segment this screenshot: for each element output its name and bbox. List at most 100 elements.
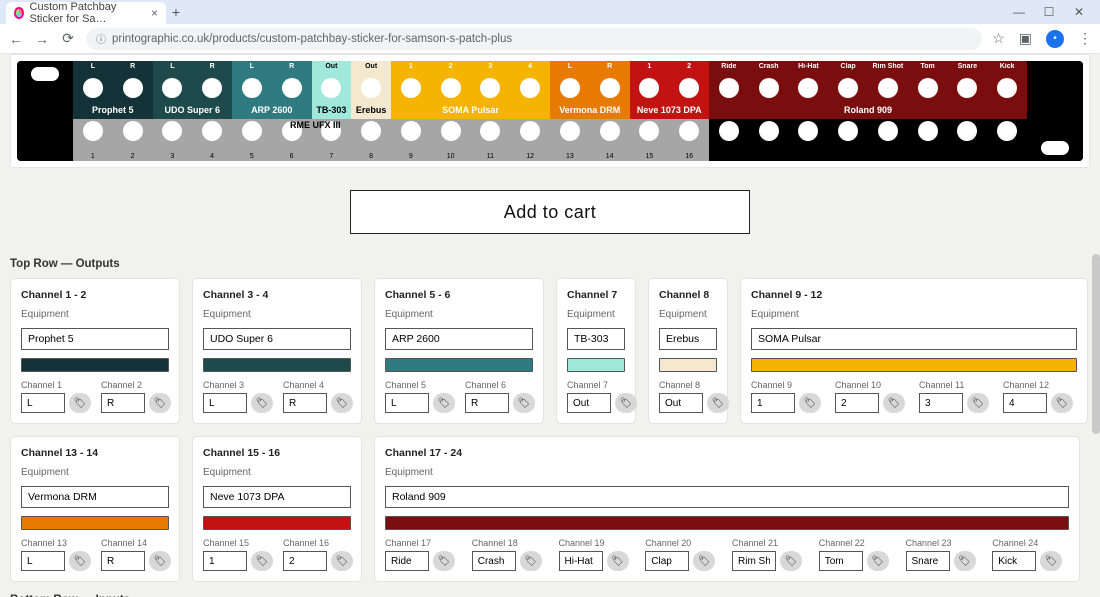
channel-input[interactable] bbox=[906, 551, 950, 571]
equipment-input[interactable] bbox=[203, 486, 351, 508]
channel-input[interactable] bbox=[21, 393, 65, 413]
tag-button[interactable]: 🏷 bbox=[799, 393, 821, 413]
channel-input[interactable] bbox=[385, 393, 429, 413]
maximize-icon[interactable]: ☐ bbox=[1042, 5, 1056, 19]
jack-hole bbox=[749, 78, 789, 98]
add-to-cart-button[interactable]: Add to cart bbox=[350, 190, 750, 234]
tag-button[interactable]: 🏷 bbox=[251, 393, 273, 413]
minimize-icon[interactable]: — bbox=[1012, 5, 1026, 19]
color-swatch[interactable] bbox=[659, 358, 717, 372]
tag-button[interactable]: 🏷 bbox=[693, 551, 715, 571]
channel-input[interactable] bbox=[472, 551, 516, 571]
tag-button[interactable]: 🏷 bbox=[69, 551, 91, 571]
equipment-input[interactable] bbox=[21, 486, 169, 508]
jack-hole bbox=[669, 121, 709, 141]
tag-button[interactable]: 🏷 bbox=[331, 393, 353, 413]
channel-input[interactable] bbox=[992, 551, 1036, 571]
rack-ear-right bbox=[1027, 61, 1083, 161]
browser-tab[interactable]: Custom Patchbay Sticker for Sa… × bbox=[6, 2, 166, 24]
tag-button[interactable]: 🏷 bbox=[433, 551, 455, 571]
channel-input[interactable] bbox=[385, 551, 429, 571]
channel-input[interactable] bbox=[465, 393, 509, 413]
channel-input[interactable] bbox=[835, 393, 879, 413]
channel-input[interactable] bbox=[659, 393, 703, 413]
color-swatch[interactable] bbox=[751, 358, 1077, 372]
channel-input[interactable] bbox=[203, 393, 247, 413]
equipment-input[interactable] bbox=[751, 328, 1077, 350]
card-title: Channel 3 - 4 bbox=[203, 289, 351, 301]
tag-button[interactable]: 🏷 bbox=[149, 393, 171, 413]
channel-input[interactable] bbox=[203, 551, 247, 571]
tag-button[interactable]: 🏷 bbox=[867, 551, 889, 571]
channel-input[interactable] bbox=[645, 551, 689, 571]
tab-close-icon[interactable]: × bbox=[151, 6, 158, 20]
extensions-icon[interactable]: ▣ bbox=[1019, 30, 1032, 47]
channel-input[interactable] bbox=[101, 393, 145, 413]
channel-card: Channel 9 - 12EquipmentChannel 9🏷Channel… bbox=[740, 278, 1088, 424]
tag-button[interactable]: 🏷 bbox=[251, 551, 273, 571]
tag-button[interactable]: 🏷 bbox=[1051, 393, 1073, 413]
color-swatch[interactable] bbox=[385, 516, 1069, 530]
tag-button[interactable]: 🏷 bbox=[607, 551, 629, 571]
color-swatch[interactable] bbox=[203, 516, 351, 530]
channel-number bbox=[987, 153, 1027, 160]
channel-column: Channel 12🏷 bbox=[1003, 380, 1077, 413]
tag-button[interactable]: 🏷 bbox=[433, 393, 455, 413]
profile-avatar[interactable]: • bbox=[1046, 30, 1064, 48]
equipment-input[interactable] bbox=[21, 328, 169, 350]
jack-hole bbox=[192, 121, 232, 141]
channel-input[interactable] bbox=[101, 551, 145, 571]
channel-input[interactable] bbox=[732, 551, 776, 571]
jack-label: 2 bbox=[669, 63, 709, 70]
forward-icon[interactable]: → bbox=[34, 31, 50, 47]
channel-input[interactable] bbox=[559, 551, 603, 571]
channel-input[interactable] bbox=[1003, 393, 1047, 413]
new-tab-button[interactable]: + bbox=[166, 4, 186, 20]
tag-button[interactable]: 🏷 bbox=[883, 393, 905, 413]
tag-button[interactable]: 🏷 bbox=[149, 551, 171, 571]
back-icon[interactable]: ← bbox=[8, 31, 24, 47]
tag-button[interactable]: 🏷 bbox=[967, 393, 989, 413]
close-window-icon[interactable]: ✕ bbox=[1072, 5, 1086, 19]
channel-input[interactable] bbox=[283, 551, 327, 571]
site-info-icon[interactable]: ⓘ bbox=[96, 31, 106, 46]
equipment-input[interactable] bbox=[385, 328, 533, 350]
tag-button[interactable]: 🏷 bbox=[331, 551, 353, 571]
equipment-input[interactable] bbox=[385, 486, 1069, 508]
tag-button[interactable]: 🏷 bbox=[707, 393, 729, 413]
bookmark-icon[interactable]: ☆ bbox=[992, 30, 1005, 47]
address-bar[interactable]: ⓘ printographic.co.uk/products/custom-pa… bbox=[86, 28, 982, 50]
channel-number: 7 bbox=[312, 153, 352, 160]
group-title: UDO Super 6 bbox=[153, 105, 233, 117]
equipment-label: Equipment bbox=[203, 467, 351, 478]
jack-hole bbox=[630, 78, 670, 98]
equipment-input[interactable] bbox=[203, 328, 351, 350]
channel-label: Channel 15 bbox=[203, 538, 273, 548]
jack-label: Crash bbox=[749, 63, 789, 70]
tag-button[interactable]: 🏷 bbox=[1040, 551, 1062, 571]
channel-input[interactable] bbox=[21, 551, 65, 571]
color-swatch[interactable] bbox=[567, 358, 625, 372]
equipment-input[interactable] bbox=[567, 328, 625, 350]
color-swatch[interactable] bbox=[385, 358, 533, 372]
channel-input[interactable] bbox=[751, 393, 795, 413]
tag-button[interactable]: 🏷 bbox=[69, 393, 91, 413]
tag-button[interactable]: 🏷 bbox=[513, 393, 535, 413]
tab-title: Custom Patchbay Sticker for Sa… bbox=[30, 1, 145, 25]
color-swatch[interactable] bbox=[21, 358, 169, 372]
tag-button[interactable]: 🏷 bbox=[780, 551, 802, 571]
color-swatch[interactable] bbox=[203, 358, 351, 372]
reload-icon[interactable]: ⟳ bbox=[60, 30, 76, 47]
color-swatch[interactable] bbox=[21, 516, 169, 530]
tag-button[interactable]: 🏷 bbox=[520, 551, 542, 571]
equipment-input[interactable] bbox=[659, 328, 717, 350]
channel-input[interactable] bbox=[819, 551, 863, 571]
channel-input[interactable] bbox=[567, 393, 611, 413]
channel-input[interactable] bbox=[919, 393, 963, 413]
tag-button[interactable]: 🏷 bbox=[954, 551, 976, 571]
jack-hole bbox=[312, 78, 352, 98]
menu-icon[interactable]: ⋮ bbox=[1078, 30, 1092, 47]
tag-button[interactable]: 🏷 bbox=[615, 393, 637, 413]
jack-hole bbox=[709, 78, 749, 98]
channel-input[interactable] bbox=[283, 393, 327, 413]
